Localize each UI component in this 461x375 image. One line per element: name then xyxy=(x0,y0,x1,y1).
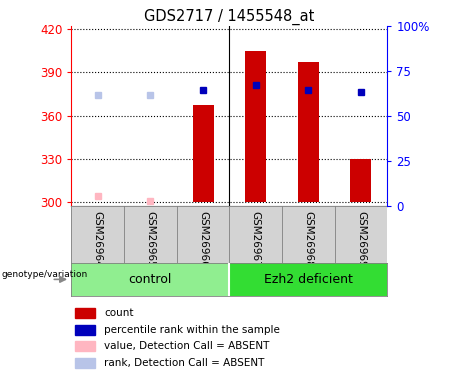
Text: percentile rank within the sample: percentile rank within the sample xyxy=(104,325,280,335)
Text: control: control xyxy=(129,273,172,286)
FancyBboxPatch shape xyxy=(75,341,95,351)
Text: GSM26964: GSM26964 xyxy=(93,211,103,267)
Title: GDS2717 / 1455548_at: GDS2717 / 1455548_at xyxy=(144,9,314,25)
Bar xyxy=(245,51,266,202)
Text: value, Detection Call = ABSENT: value, Detection Call = ABSENT xyxy=(104,342,269,351)
Text: count: count xyxy=(104,309,134,318)
Text: Ezh2 deficient: Ezh2 deficient xyxy=(264,273,353,286)
Bar xyxy=(350,159,372,202)
Text: GSM26966: GSM26966 xyxy=(198,211,208,267)
Bar xyxy=(193,105,213,202)
FancyBboxPatch shape xyxy=(75,358,95,368)
Text: rank, Detection Call = ABSENT: rank, Detection Call = ABSENT xyxy=(104,358,265,368)
FancyBboxPatch shape xyxy=(75,308,95,318)
Bar xyxy=(229,262,387,296)
Text: GSM26965: GSM26965 xyxy=(145,211,155,267)
FancyBboxPatch shape xyxy=(75,325,95,334)
Text: GSM26968: GSM26968 xyxy=(303,211,313,267)
Text: genotype/variation: genotype/variation xyxy=(1,270,88,279)
Text: GSM26969: GSM26969 xyxy=(356,211,366,267)
Bar xyxy=(298,62,319,202)
Text: GSM26967: GSM26967 xyxy=(251,211,260,267)
